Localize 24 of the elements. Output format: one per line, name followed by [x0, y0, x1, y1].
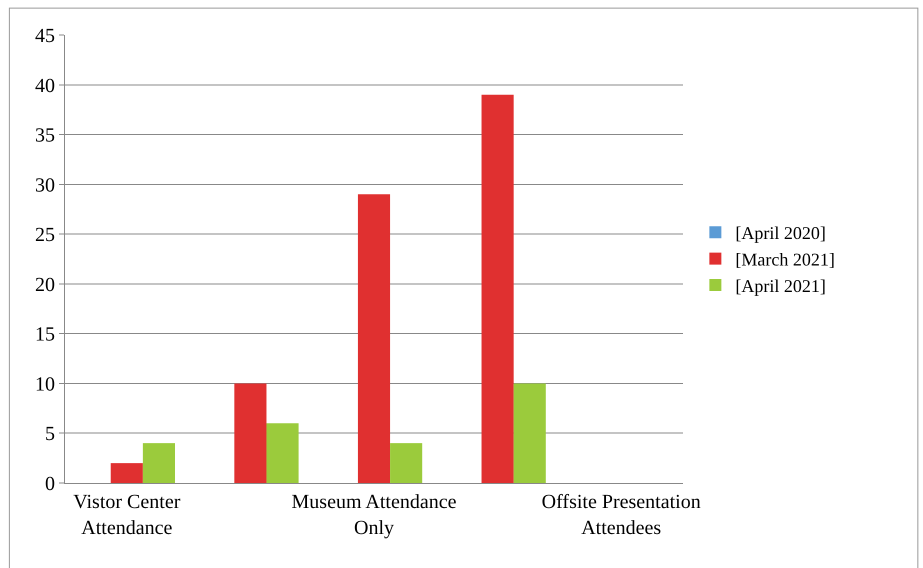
bar — [482, 94, 514, 483]
bar — [234, 383, 266, 483]
y-tick-label: 20 — [35, 274, 55, 296]
legend-label: [April 2020] — [735, 223, 826, 244]
legend-label: [April 2021] — [735, 276, 826, 296]
bar — [142, 443, 175, 483]
y-tick-label: 45 — [35, 25, 55, 47]
legend-label: [March 2021] — [735, 250, 835, 270]
y-tick-label: 15 — [35, 324, 55, 346]
x-tick-label: Offsite Presentation Attendees — [542, 491, 701, 539]
x-tick-label: Vistor Center Attendance — [73, 491, 181, 539]
y-tick-label: 10 — [35, 373, 55, 396]
y-tick-label: 0 — [45, 473, 55, 495]
y-tick-label: 35 — [35, 124, 55, 147]
bar — [514, 383, 546, 483]
bar — [110, 463, 143, 483]
bar — [266, 423, 299, 483]
bar — [358, 194, 390, 483]
x-tick-label: Museum Attendance Only — [292, 491, 457, 539]
y-tick-label: 5 — [45, 423, 55, 446]
y-tick-label: 40 — [35, 74, 55, 97]
y-tick-label: 30 — [35, 174, 55, 196]
bar — [390, 443, 422, 483]
y-tick-label: 25 — [35, 224, 55, 246]
